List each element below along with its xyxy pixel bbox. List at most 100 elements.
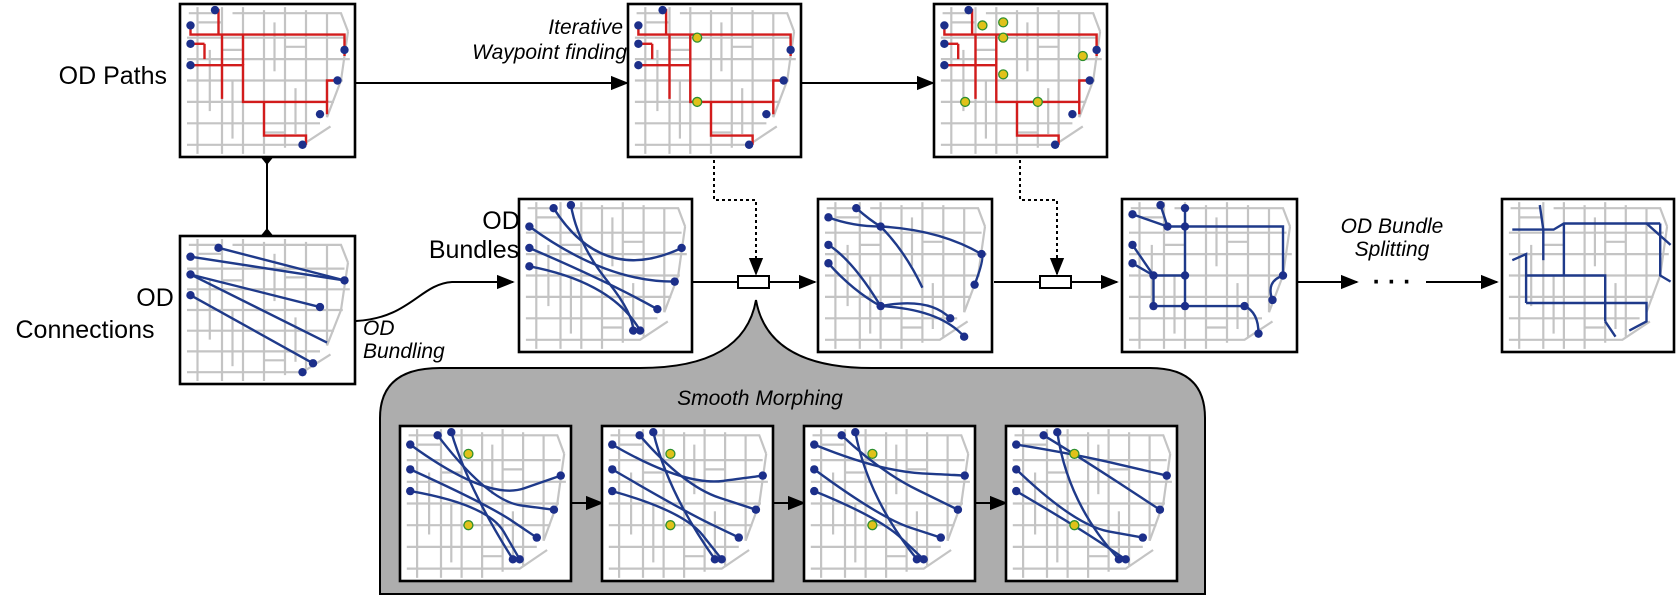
od-node — [1050, 140, 1060, 149]
od-node — [837, 431, 846, 440]
od-node — [810, 465, 819, 474]
od-node — [608, 486, 617, 496]
od-node — [315, 109, 325, 119]
od-bundles-panel-1-bundles — [528, 204, 683, 332]
label-od-connections-2: Connections — [16, 316, 155, 344]
od-bundle-split-panel — [1500, 197, 1676, 354]
waypoint-node — [1077, 50, 1088, 62]
waypoint-panel-1-waypoints — [692, 32, 703, 108]
od-node — [810, 440, 819, 449]
od-node — [525, 262, 534, 271]
connectors — [260, 75, 1499, 511]
od-bundles-panel-3-frame — [1120, 197, 1299, 354]
od-node — [1128, 259, 1137, 268]
od-node — [876, 301, 885, 311]
od-node — [1156, 200, 1165, 210]
od-paths-panel-od-nodes — [186, 5, 349, 149]
od-node — [447, 428, 456, 437]
od-node — [1268, 295, 1277, 305]
morph-panel-3-streets — [810, 429, 970, 578]
od-node — [919, 555, 928, 564]
label-smooth-morphing: Smooth Morphing — [677, 387, 843, 410]
od-bundles-panel-2 — [816, 197, 994, 354]
od-node — [940, 39, 949, 48]
dotted-wp1-to-morph — [713, 160, 764, 276]
morph-panel-2 — [600, 424, 775, 583]
od-node — [634, 21, 643, 30]
od-connections-panel — [178, 234, 357, 386]
labels: OD Paths OD Connections OD Bundles Itera… — [16, 16, 1444, 410]
od-bundles-panel-2-od-nodes — [824, 203, 986, 341]
od-node — [1149, 301, 1158, 311]
morph-box-1 — [737, 275, 770, 289]
od-node — [1068, 109, 1077, 119]
morph-panel-1-od-nodes — [406, 428, 565, 564]
od-node — [1138, 533, 1148, 542]
od-node — [912, 555, 922, 564]
od-node — [1278, 271, 1288, 280]
od-node — [635, 431, 644, 440]
od-paths-panel — [178, 2, 357, 159]
morph-panel-4 — [1004, 424, 1179, 583]
od-node — [653, 304, 662, 314]
od-bundles-panel-2-bundles — [827, 207, 984, 338]
od-node — [751, 505, 761, 514]
label-od-connections-1: OD — [136, 284, 174, 312]
map-panels — [178, 2, 1676, 583]
od-node — [960, 471, 969, 480]
od-bundle-split-panel-bundles — [1511, 204, 1672, 338]
od-bundles-panel-3-od-nodes — [1128, 200, 1288, 338]
od-node — [649, 428, 658, 437]
waypoint-node — [998, 17, 1009, 28]
od-bundles-panel-3-bundles — [1131, 204, 1285, 334]
label-od-bundling-2: Bundling — [363, 340, 445, 363]
label-od-bundling-1: OD — [363, 317, 395, 340]
morph-panel-3-frame — [802, 424, 977, 583]
od-node — [186, 21, 195, 30]
od-node — [549, 203, 558, 213]
od-node — [1092, 45, 1101, 55]
od-node — [936, 533, 945, 542]
od-node — [628, 326, 638, 335]
label-ellipsis: · · · — [1373, 268, 1412, 296]
morph-panel-4-od-nodes — [1012, 428, 1171, 564]
od-node — [677, 243, 686, 253]
od-node — [810, 486, 819, 496]
label-splitting-1: OD Bundle — [1341, 215, 1444, 238]
waypoint-node — [692, 96, 703, 108]
od-node — [532, 533, 541, 542]
od-node — [824, 240, 833, 250]
waypoint-node — [1069, 520, 1080, 531]
od-node — [1180, 271, 1190, 280]
od-node — [549, 505, 559, 514]
waypoint-panel-2-od-paths — [943, 8, 1098, 145]
od-node — [1085, 76, 1094, 85]
od-node — [940, 60, 949, 70]
od-node — [964, 5, 973, 15]
label-od-bundles-2: Bundles — [429, 236, 519, 264]
od-node — [406, 440, 415, 449]
morph-panel-3 — [802, 424, 977, 583]
od-node — [1155, 505, 1165, 514]
od-node — [406, 486, 415, 496]
od-node — [970, 280, 979, 289]
od-node — [566, 200, 576, 210]
od-node — [186, 60, 195, 70]
waypoint-panel-2 — [932, 2, 1109, 159]
waypoint-panel-2-frame — [932, 2, 1109, 159]
od-bundle-split-panel-frame — [1500, 197, 1676, 354]
waypoint-node — [977, 20, 988, 31]
morph-panel-1 — [398, 424, 573, 583]
morph-panel-2-streets — [608, 429, 768, 578]
label-waypoint-2: Waypoint finding — [472, 41, 627, 64]
morph-panel-4-frame — [1004, 424, 1179, 583]
od-node — [308, 359, 318, 368]
morph-panel-2-od-nodes — [608, 428, 767, 564]
morph-panel-4-bundles — [1015, 432, 1168, 561]
od-node — [959, 332, 969, 341]
od-node — [608, 465, 617, 474]
od-node — [953, 505, 963, 514]
waypoint-node — [463, 448, 474, 460]
od-node — [298, 140, 307, 149]
